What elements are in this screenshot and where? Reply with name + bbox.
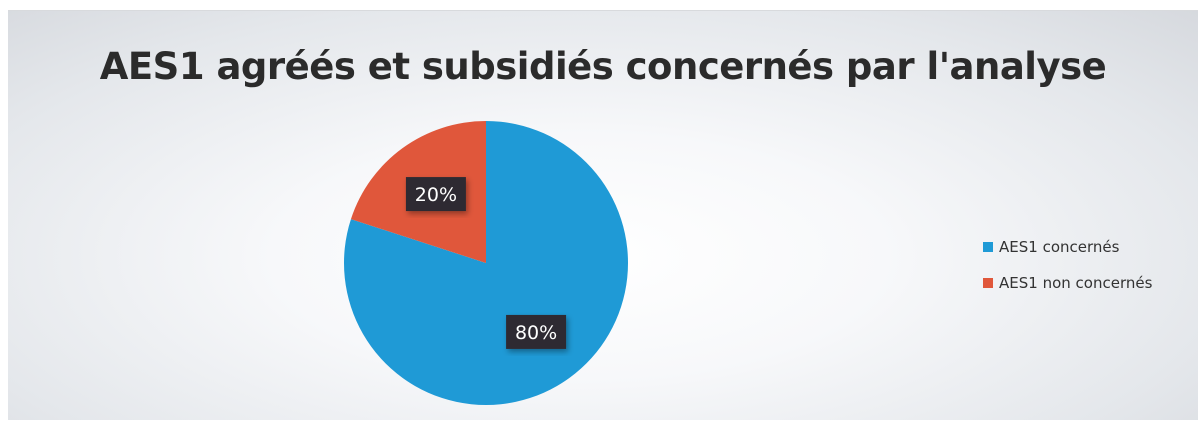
legend-swatch-concernes <box>983 242 993 252</box>
pie-chart: 80% 20% <box>344 121 628 405</box>
data-label: 20% <box>415 184 457 206</box>
legend-item-non-concernes[interactable]: AES1 non concernés <box>983 272 1152 294</box>
chart-area: AES1 agréés et subsidiés concernés par l… <box>8 10 1198 420</box>
data-label-box <box>506 314 567 349</box>
data-label: 80% <box>515 322 557 344</box>
data-label-box <box>405 177 466 212</box>
legend-swatch-non-concernes <box>983 278 993 288</box>
legend-label-non-concernes: AES1 non concernés <box>999 274 1153 292</box>
legend-item-concernes[interactable]: AES1 concernés <box>983 236 1152 258</box>
data-label-group-1: 20% <box>405 177 466 212</box>
legend: AES1 concernés AES1 non concernés <box>983 236 1152 308</box>
data-label-group-0: 80% <box>506 314 567 349</box>
chart-title: AES1 agréés et subsidiés concernés par l… <box>99 45 1107 88</box>
legend-label-concernes: AES1 concernés <box>999 238 1120 256</box>
